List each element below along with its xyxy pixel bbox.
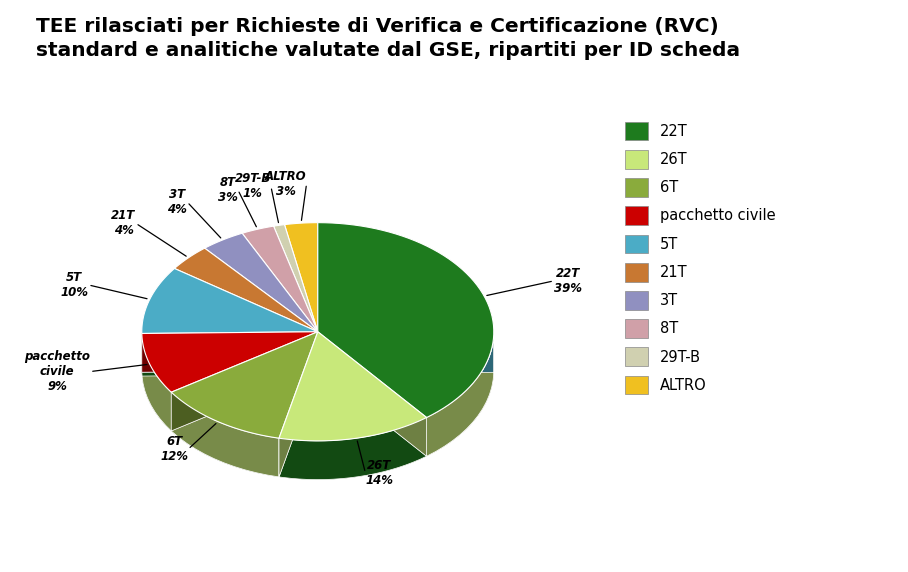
Polygon shape [204,233,318,332]
Polygon shape [172,332,318,438]
Polygon shape [142,335,494,479]
Polygon shape [142,268,318,333]
Text: ALTRO
3%: ALTRO 3% [265,169,307,197]
Polygon shape [142,331,494,479]
Polygon shape [142,335,494,479]
Polygon shape [142,332,318,372]
Polygon shape [318,223,494,418]
Text: 29T-B
1%: 29T-B 1% [234,172,271,200]
Polygon shape [142,332,494,479]
Polygon shape [142,333,494,479]
Polygon shape [142,333,494,479]
Legend: 22T, 26T, 6T, pacchetto civile, 5T, 21T, 3T, 8T, 29T-B, ALTRO: 22T, 26T, 6T, pacchetto civile, 5T, 21T,… [625,122,775,395]
Polygon shape [142,334,494,479]
Polygon shape [242,226,318,332]
Polygon shape [318,332,427,456]
Text: TEE rilasciati per Richieste di Verifica e Certificazione (RVC)
standard e anali: TEE rilasciati per Richieste di Verifica… [36,17,740,59]
Text: 8T
3%: 8T 3% [218,176,238,204]
Polygon shape [172,332,318,431]
Text: 26T
14%: 26T 14% [366,459,393,487]
Polygon shape [142,333,494,477]
Polygon shape [142,332,318,392]
Polygon shape [284,223,318,332]
Polygon shape [142,332,318,372]
Text: 6T
12%: 6T 12% [160,435,188,463]
Polygon shape [174,248,318,332]
Text: 22T
39%: 22T 39% [554,267,582,295]
Polygon shape [273,225,318,332]
Text: pacchetto
civile
9%: pacchetto civile 9% [24,350,90,393]
Polygon shape [279,332,318,477]
Polygon shape [318,332,427,456]
Polygon shape [142,334,427,479]
Text: 3T
4%: 3T 4% [167,188,187,216]
Text: 21T
4%: 21T 4% [112,209,135,237]
Polygon shape [279,332,318,477]
Polygon shape [279,332,427,441]
Polygon shape [172,332,318,431]
Text: 5T
10%: 5T 10% [60,271,88,299]
Polygon shape [142,336,494,479]
